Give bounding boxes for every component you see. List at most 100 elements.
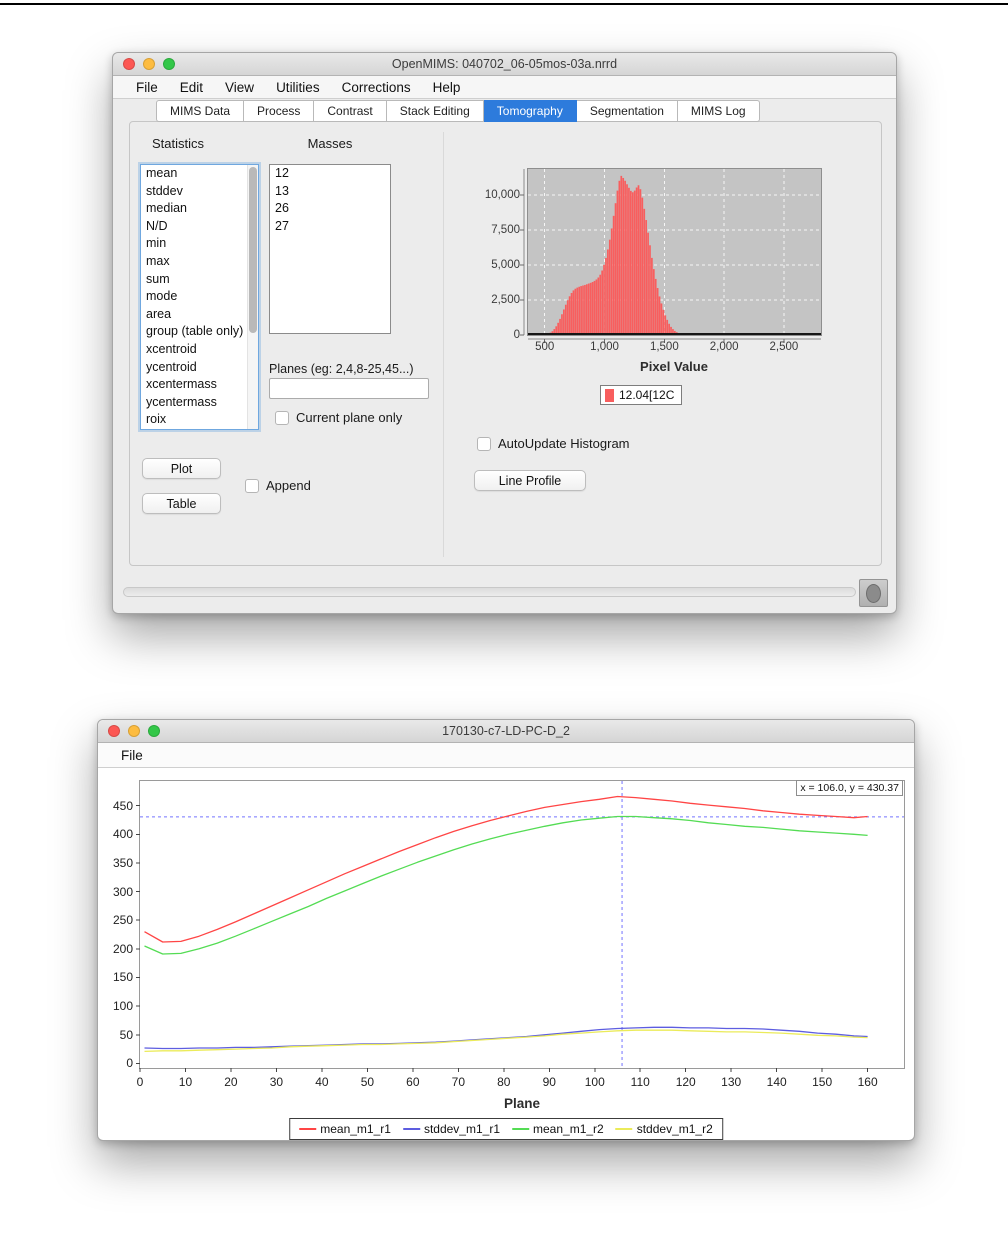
histogram-plot (520, 168, 822, 343)
autoupdate-label: AutoUpdate Histogram (498, 436, 630, 451)
traffic-lights (123, 58, 175, 70)
tab-process[interactable]: Process (244, 100, 315, 122)
masses-list[interactable]: 12 13 26 27 (269, 164, 391, 334)
statistics-item[interactable]: xcentermass (146, 377, 217, 392)
masses-item[interactable]: 12 (275, 166, 289, 180)
statistics-item[interactable]: group (table only) (146, 324, 244, 339)
plane-y-tick-label: 250 (112, 913, 133, 928)
legend-line-swatch (299, 1128, 317, 1130)
autoupdate-checkbox[interactable] (477, 436, 491, 451)
histogram-x-axis-title: Pixel Value (640, 359, 708, 374)
plot-button[interactable]: Plot (142, 458, 221, 479)
histogram-canvas (520, 169, 821, 343)
plane-x-tick-label: 160 (857, 1075, 878, 1089)
plane-x-tick-label: 120 (675, 1075, 696, 1089)
window2-menubar: File (98, 743, 914, 768)
tab-stack-editing[interactable]: Stack Editing (386, 100, 484, 122)
statistics-item[interactable]: min (146, 236, 167, 251)
menu-item-view[interactable]: View (225, 79, 255, 95)
statistics-item[interactable]: roix (146, 412, 167, 427)
plane-x-tick-label: 60 (406, 1075, 420, 1089)
plane-spinner-knob-icon (866, 583, 881, 603)
plane-x-tick-label: 140 (766, 1075, 787, 1089)
histogram-legend-swatch (605, 388, 614, 402)
tab-mims-log[interactable]: MIMS Log (677, 100, 760, 122)
legend-entry-mean-m1-r2: mean_m1_r2 (512, 1122, 604, 1136)
append-checkbox[interactable] (245, 478, 259, 493)
traffic-lights (108, 725, 160, 737)
window2-titlebar[interactable]: 170130-c7-LD-PC-D_2 (98, 720, 914, 743)
zoom-icon[interactable] (163, 58, 175, 70)
masses-item[interactable]: 26 (275, 201, 289, 216)
histogram-y-tick-label: 7,500 (491, 223, 520, 236)
current-plane-only-row: Current plane only (275, 410, 402, 425)
menu-item-file[interactable]: File (136, 79, 158, 95)
menu-item-edit[interactable]: Edit (179, 79, 204, 95)
statistics-item[interactable]: area (146, 306, 172, 321)
statistics-scrollbar[interactable] (247, 165, 258, 429)
tab-mims-data[interactable]: MIMS Data (156, 100, 245, 122)
masses-item[interactable]: 27 (275, 218, 289, 233)
statistics-item[interactable]: mode (146, 289, 178, 304)
statistics-item[interactable]: N/D (146, 218, 168, 233)
plot-window: 170130-c7-LD-PC-D_2 File x = 106.0, y = … (97, 719, 915, 1141)
line-profile-button[interactable]: Line Profile (474, 470, 586, 491)
plane-spinner-button[interactable] (859, 579, 888, 607)
panel-divider (443, 132, 444, 557)
tab-segmentation[interactable]: Segmentation (576, 100, 678, 122)
statistics-item[interactable]: stddev (146, 183, 183, 198)
current-plane-only-checkbox[interactable] (275, 410, 289, 425)
plane-y-tick-label: 400 (112, 827, 133, 842)
histogram-y-tick-label: 0 (513, 329, 520, 341)
window1-titlebar[interactable]: OpenMIMS: 040702_06-05mos-03a.nrrd (113, 53, 896, 76)
menu-item-corrections[interactable]: Corrections (341, 79, 411, 95)
plane-y-tick-label: 300 (112, 884, 133, 899)
histogram-x-tick-label: 2,000 (709, 341, 739, 353)
autoupdate-row: AutoUpdate Histogram (477, 436, 630, 451)
plane-x-tick-label: 90 (542, 1075, 556, 1089)
zoom-icon[interactable] (148, 725, 160, 737)
plane-x-tick-label: 70 (451, 1075, 465, 1089)
statistics-item[interactable]: mean (146, 166, 178, 180)
minimize-icon[interactable] (128, 725, 140, 737)
plane-x-tick-label: 130 (721, 1075, 742, 1089)
masses-item[interactable]: 13 (275, 183, 289, 198)
menu-item-utilities[interactable]: Utilities (276, 79, 320, 95)
tab-strip: MIMS Data Process Contrast Stack Editing Tom… (156, 100, 760, 122)
close-icon[interactable] (123, 58, 135, 70)
statistics-item[interactable]: sum (146, 271, 170, 286)
line-chart-x-axis-title: Plane (503, 1096, 541, 1111)
append-label: Append (266, 478, 311, 493)
statistics-item[interactable]: max (146, 253, 170, 268)
statistics-list[interactable]: mean stddev median N/D min max sum mode area grou… (140, 164, 259, 430)
statistics-item[interactable]: ycentroid (146, 359, 197, 374)
window1-menubar: File Edit View Utilities Corrections Help (113, 76, 896, 99)
histogram-x-tick-label: 1,500 (649, 341, 679, 353)
histogram-legend: 12.04[12C (600, 385, 683, 405)
histogram-x-tick-label: 2,500 (769, 341, 799, 353)
table-button[interactable]: Table (142, 493, 221, 514)
plane-x-tick-label: 50 (360, 1075, 375, 1089)
legend-entry-label: stddev_m1_r2 (636, 1122, 713, 1136)
menu-item-file[interactable]: File (121, 747, 143, 763)
statistics-scrollbar-thumb[interactable] (249, 167, 257, 334)
planes-input[interactable] (269, 378, 429, 399)
tab-tomography[interactable]: Tomography (483, 100, 577, 122)
append-row: Append (245, 478, 311, 493)
line-chart-canvas (136, 781, 904, 1072)
statistics-item[interactable]: ycentermass (146, 394, 217, 409)
legend-entry-stddev-m1-r1: stddev_m1_r1 (402, 1122, 500, 1136)
plane-slider[interactable] (123, 587, 856, 597)
plane-x-tick-label: 0 (136, 1075, 144, 1089)
statistics-item[interactable]: median (146, 201, 187, 216)
minimize-icon[interactable] (143, 58, 155, 70)
tomography-panel: Statistics Masses mean stddev median N/D min… (129, 121, 882, 566)
plane-x-tick-label: 30 (269, 1075, 284, 1089)
histogram-legend-label: 12.04[12C (619, 388, 675, 402)
plane-x-tick-label: 40 (315, 1075, 329, 1089)
tab-contrast[interactable]: Contrast (314, 100, 387, 122)
menu-item-help[interactable]: Help (432, 79, 461, 95)
plane-y-tick-label: 450 (112, 798, 133, 813)
statistics-item[interactable]: xcentroid (146, 341, 197, 356)
close-icon[interactable] (108, 725, 120, 737)
